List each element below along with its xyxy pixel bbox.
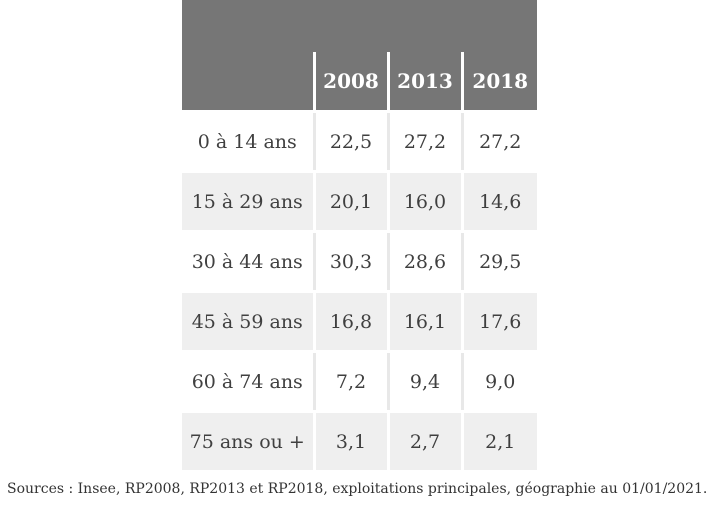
row-label: 75 ans ou + [182,411,316,473]
table-header: 2008 2013 2018 [182,52,537,113]
table-cell: 14,6 [462,171,537,233]
table-cell: 16,1 [388,291,464,353]
header-row: 2008 2013 2018 [182,52,537,113]
header-cell-2018: 2018 [462,52,537,113]
source-note: Sources : Insee, RP2008, RP2013 et RP201… [7,481,708,497]
row-label: 60 à 74 ans [182,351,316,413]
table-cell: 30,3 [314,231,390,293]
table-row: 0 à 14 ans 22,5 27,2 27,2 [182,111,537,173]
table-cell: 2,7 [388,411,464,473]
table-cell: 22,5 [314,111,390,173]
header-cell-empty [182,52,316,113]
table-body: 0 à 14 ans 22,5 27,2 27,2 15 à 29 ans 20… [182,111,537,473]
header-cell-2013: 2013 [388,52,464,113]
row-label: 15 à 29 ans [182,171,316,233]
table-cell: 9,4 [388,351,464,413]
table-cell: 3,1 [314,411,390,473]
table-cell: 29,5 [462,231,537,293]
table-cell: 27,2 [462,111,537,173]
table-cell: 9,0 [462,351,537,413]
age-distribution-table: 2008 2013 2018 0 à 14 ans 22,5 27,2 27,2… [182,52,537,473]
row-label: 45 à 59 ans [182,291,316,353]
table-row: 30 à 44 ans 30,3 28,6 29,5 [182,231,537,293]
table-cell: 16,0 [388,171,464,233]
table-cell: 28,6 [388,231,464,293]
table-cell: 17,6 [462,291,537,353]
row-label: 30 à 44 ans [182,231,316,293]
table-row: 45 à 59 ans 16,8 16,1 17,6 [182,291,537,353]
table-row: 75 ans ou + 3,1 2,7 2,1 [182,411,537,473]
table-cell: 16,8 [314,291,390,353]
table-row: 60 à 74 ans 7,2 9,4 9,0 [182,351,537,413]
population-table: 2008 2013 2018 0 à 14 ans 22,5 27,2 27,2… [182,0,537,473]
header-cell-2008: 2008 [314,52,390,113]
table-cell: 7,2 [314,351,390,413]
table-cell: 20,1 [314,171,390,233]
row-label: 0 à 14 ans [182,111,316,173]
table-title-band [182,0,537,52]
table-row: 15 à 29 ans 20,1 16,0 14,6 [182,171,537,233]
table-cell: 2,1 [462,411,537,473]
table-cell: 27,2 [388,111,464,173]
